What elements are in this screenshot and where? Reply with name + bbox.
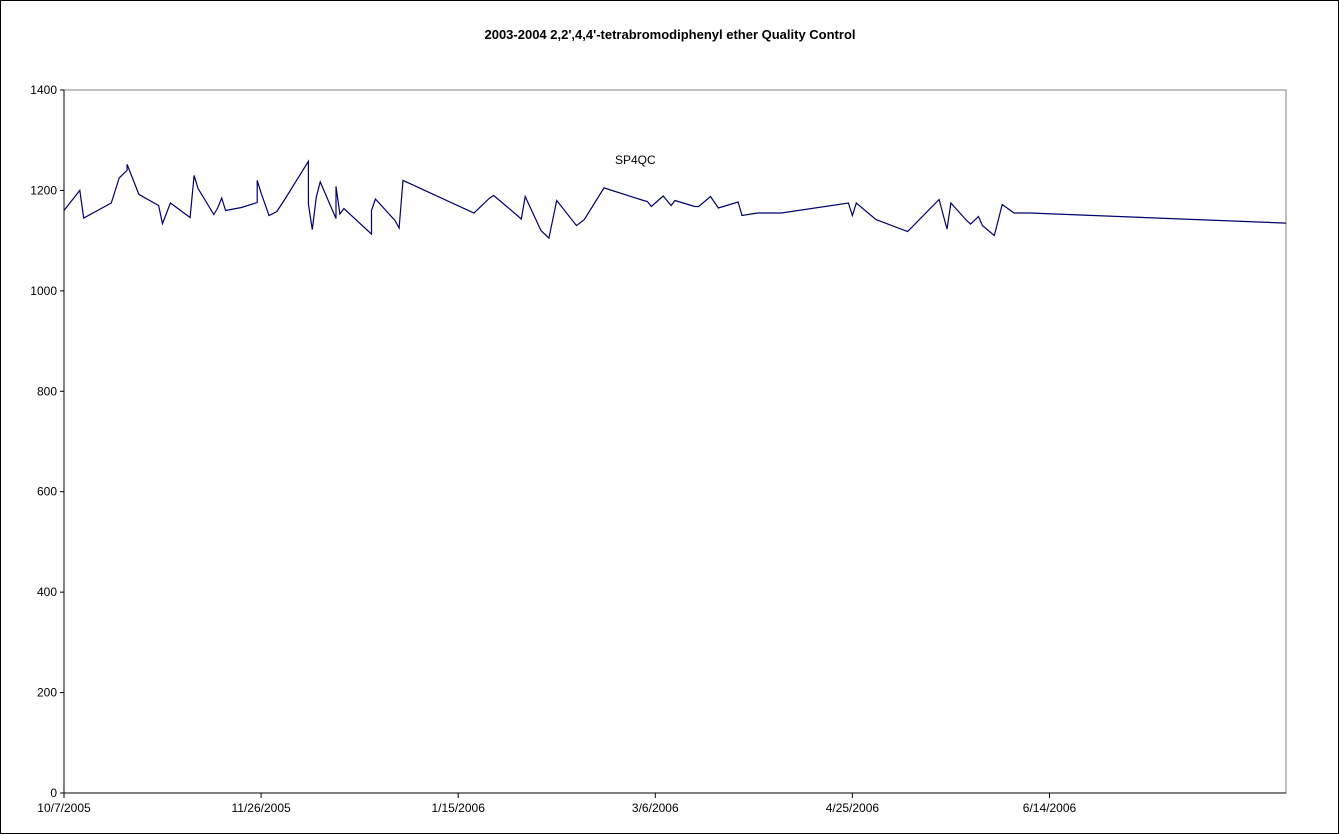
y-tick-label: 1400 xyxy=(30,83,57,97)
y-tick-label: 1000 xyxy=(30,284,57,298)
x-tick-label: 6/14/2006 xyxy=(1023,801,1077,815)
y-tick-label: 800 xyxy=(37,384,57,398)
x-tick-label: 3/6/2006 xyxy=(632,801,679,815)
x-tick-label: 10/7/2005 xyxy=(37,801,91,815)
series-line xyxy=(63,159,1287,240)
x-tick-label: 4/25/2006 xyxy=(826,801,880,815)
series-annotation: SP4QC xyxy=(615,153,656,167)
y-tick-label: 400 xyxy=(37,585,57,599)
x-ticks: 10/7/2005 11/26/2005 1/15/2006 3/6/2006 4/25… xyxy=(37,793,1076,815)
y-tick-label: 1200 xyxy=(30,183,57,197)
chart-title: 2003-2004 2,2',4,4'-tetrabromodiphenyl e… xyxy=(484,27,855,42)
y-tick-label: 600 xyxy=(37,485,57,499)
plot-area xyxy=(63,89,1287,794)
x-tick-label: 11/26/2005 xyxy=(232,801,291,815)
y-tick-label: 0 xyxy=(50,786,57,800)
x-tick-label: 1/15/2006 xyxy=(431,801,485,815)
y-tick-label: 200 xyxy=(37,686,57,700)
y-ticks: 0 200 400 600 800 1000 1200 1400 xyxy=(30,83,64,800)
